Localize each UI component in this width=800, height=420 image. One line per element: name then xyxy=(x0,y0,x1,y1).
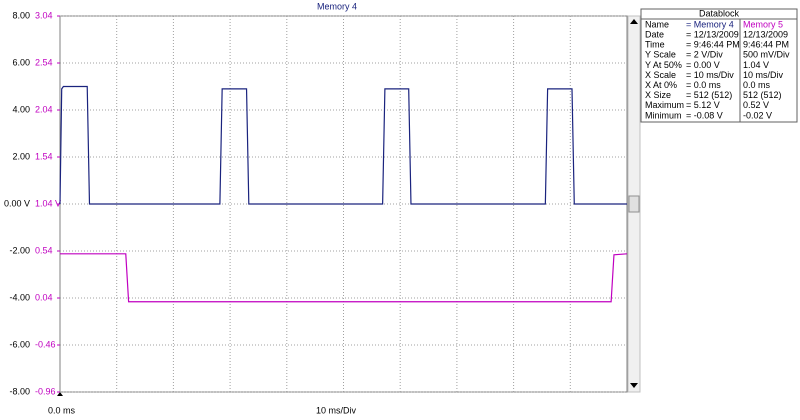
scroll-down[interactable] xyxy=(630,383,638,388)
datablock-panel xyxy=(640,8,798,123)
datablock-cell: = 2 V/Div xyxy=(686,50,723,60)
datablock-cell: = 9:46:44 PM xyxy=(686,40,740,50)
datablock-cell: = 512 (512) xyxy=(686,90,732,100)
trigger-marker xyxy=(57,392,63,396)
datablock-cell: Name xyxy=(645,19,669,29)
y2-tick-label: -0.96 xyxy=(35,386,56,396)
scroll-up[interactable] xyxy=(630,19,638,24)
y2-tick-label: 2.04 xyxy=(35,104,53,114)
chart-title: Memory 4 xyxy=(317,1,357,11)
y2-tick-label: 0.54 xyxy=(35,245,53,255)
datablock-cell: X Scale xyxy=(645,70,676,80)
datablock-cell: 500 mV/Div xyxy=(743,50,790,60)
trace xyxy=(59,85,627,205)
y2-tick-label: 1.54 xyxy=(35,151,53,161)
datablock-cell: = 0.0 ms xyxy=(686,80,721,90)
datablock-cell: Y Scale xyxy=(645,50,676,60)
scrollbar[interactable] xyxy=(627,15,641,393)
datablock-cell: = -0.08 V xyxy=(686,110,723,120)
y2-tick-label: 0.04 xyxy=(35,292,53,302)
datablock-cell: 9:46:44 PM xyxy=(743,40,789,50)
datablock-cell: X At 0% xyxy=(645,80,677,90)
datablock-cell: = 5.12 V xyxy=(686,100,720,110)
datablock-cell: Y At 50% xyxy=(645,60,682,70)
y2-tick-label: 3.04 xyxy=(35,10,53,20)
y-tick-label: 8.00 xyxy=(12,10,30,20)
y-tick-label: 6.00 xyxy=(12,57,30,67)
datablock-cell: 1.04 V xyxy=(743,60,769,70)
datablock-cell: = 0.00 V xyxy=(686,60,720,70)
datablock-cell: 512 (512) xyxy=(743,90,782,100)
y-tick-label: 0.00 V xyxy=(4,198,30,208)
datablock-cell: Date xyxy=(645,29,664,39)
y-tick-label: -8.00 xyxy=(9,386,30,396)
y2-tick-label: 2.54 xyxy=(35,57,53,67)
datablock-cell: 10 ms/Div xyxy=(743,70,784,80)
y2-tick-label: 1.04 V xyxy=(35,198,61,208)
y-tick-label: -6.00 xyxy=(9,339,30,349)
datablock-title: Datablock xyxy=(699,8,740,18)
trace xyxy=(60,253,628,303)
y-tick-label: -4.00 xyxy=(9,292,30,302)
datablock-cell: 12/13/2009 xyxy=(743,29,788,39)
y-tick-label: 4.00 xyxy=(12,104,30,114)
scroll-thumb[interactable] xyxy=(628,195,640,213)
y2-tick-label: -0.46 xyxy=(35,339,56,349)
x-axis-label: 10 ms/Div xyxy=(316,405,357,415)
y-tick-label: -2.00 xyxy=(9,245,30,255)
datablock-cell: Memory 5 xyxy=(743,19,783,29)
datablock-cell: X Size xyxy=(645,90,671,100)
y-tick-label: 2.00 xyxy=(12,151,30,161)
datablock-cell: -0.02 V xyxy=(743,110,772,120)
datablock-cell: = Memory 4 xyxy=(686,19,734,29)
x-tick-label: 0.0 ms xyxy=(48,405,76,415)
datablock-cell: = 12/13/2009 xyxy=(686,29,739,39)
datablock-cell: Maximum xyxy=(645,100,684,110)
datablock-cell: Time xyxy=(645,40,665,50)
datablock-cell: 0.0 ms xyxy=(743,80,771,90)
datablock-cell: Minimum xyxy=(645,110,682,120)
datablock-cell: = 10 ms/Div xyxy=(686,70,734,80)
datablock-cell: 0.52 V xyxy=(743,100,769,110)
